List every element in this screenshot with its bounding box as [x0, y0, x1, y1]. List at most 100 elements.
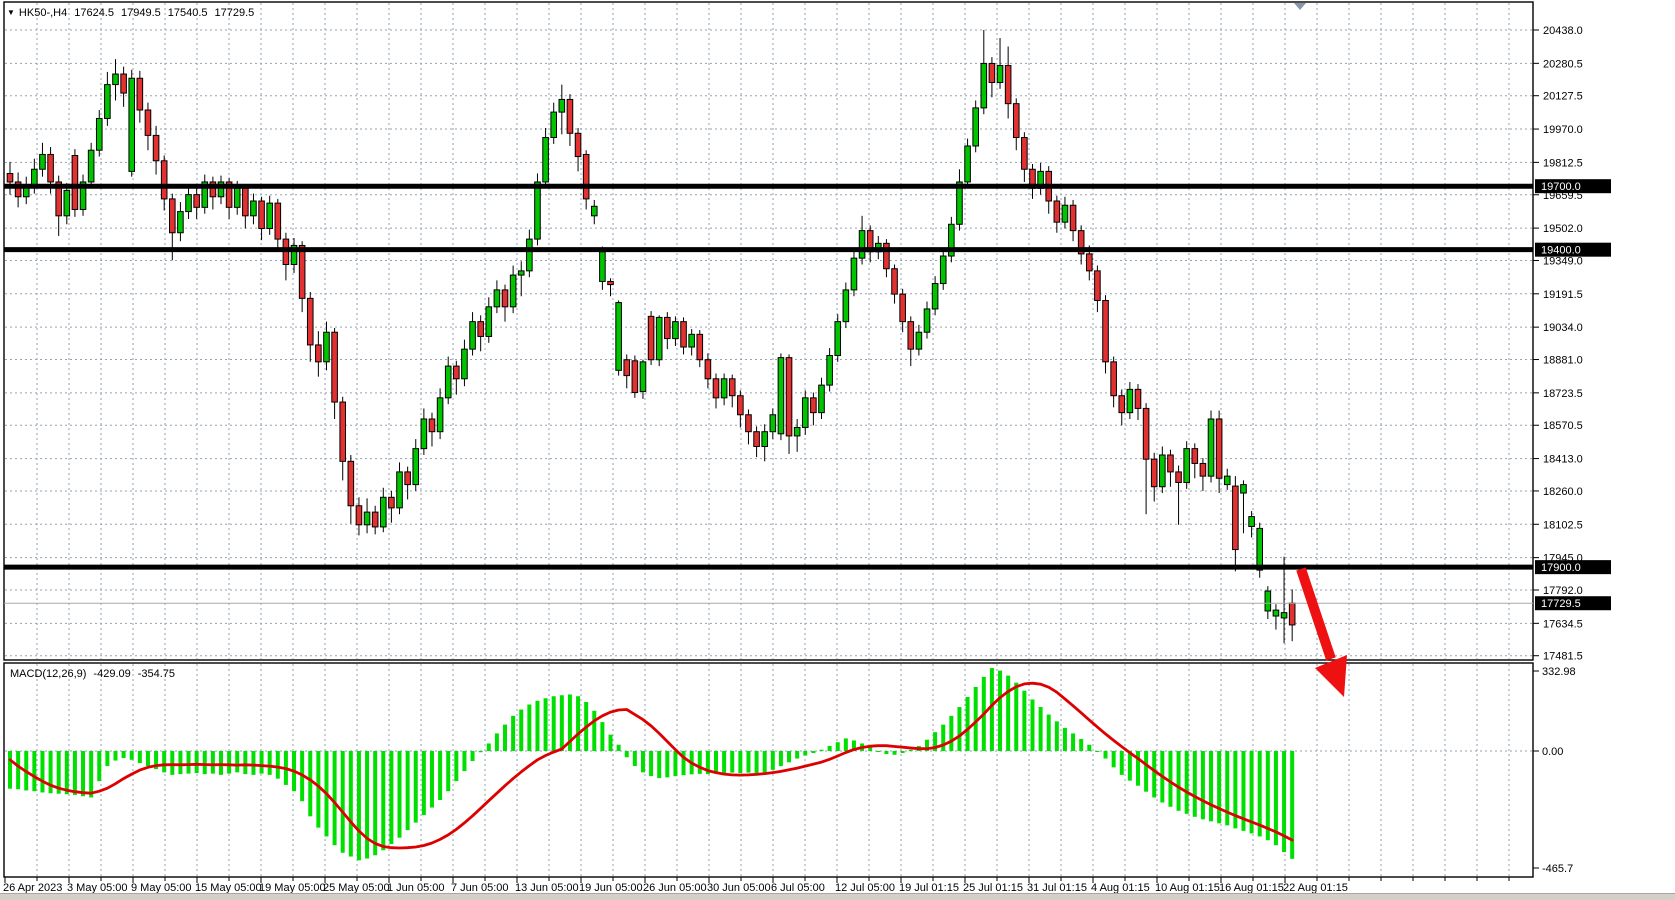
- candle-bull: [769, 414, 777, 433]
- macd-histogram-bar: [738, 751, 743, 774]
- macd-histogram-bar: [218, 751, 223, 775]
- candle-bull: [420, 418, 428, 450]
- candle-bear: [753, 431, 760, 448]
- candle-bull: [233, 187, 241, 208]
- macd-histogram-bar: [559, 695, 564, 751]
- macd-histogram-bar: [48, 751, 53, 794]
- price-level-badge: [1535, 596, 1611, 611]
- candle-bull: [550, 111, 558, 139]
- macd-histogram-bar: [884, 751, 889, 755]
- macd-histogram-bar: [957, 707, 962, 751]
- macd-histogram-bar: [470, 751, 475, 762]
- candle-bull: [558, 98, 566, 113]
- candle-bear: [1085, 253, 1093, 272]
- candle-bear: [47, 153, 54, 183]
- price-level-badge-text: 17900.0: [1541, 562, 1581, 574]
- price-level-badge: [1535, 242, 1611, 257]
- candle-bear: [680, 321, 687, 348]
- macd-histogram-bar: [251, 751, 256, 775]
- macd-histogram-bar: [1087, 744, 1092, 751]
- chart-title: ▼ HK50-,H4 17624.5 17949.5 17540.5 17729.5: [7, 6, 254, 20]
- macd-histogram-bar: [924, 739, 929, 751]
- macd-panel[interactable]: [3, 662, 1534, 878]
- macd-main-value: -429.09: [93, 668, 131, 680]
- time-axis[interactable]: 26 Apr 2023 3 May 05:00 9 May 05:00 15 May …: [3, 877, 1510, 894]
- candle-bear: [810, 397, 817, 414]
- price-level-badge-text: 17729.5: [1541, 598, 1581, 610]
- candle-bull: [250, 200, 257, 217]
- macd-histogram-bar: [210, 751, 215, 774]
- candle-bull: [177, 211, 184, 234]
- candle-bear: [1110, 361, 1117, 397]
- date-tick-label: 1 Jun 05:00: [387, 882, 445, 894]
- candle-bear: [988, 62, 996, 83]
- price-axis[interactable]: 20438.020280.520127.519970.019812.519659…: [1533, 25, 1611, 875]
- macd-histogram-bar: [1119, 751, 1124, 775]
- candle-bear: [1191, 448, 1199, 464]
- macd-histogram-bar: [941, 724, 946, 751]
- candle-bear: [1215, 418, 1223, 479]
- candle-bull: [939, 255, 947, 285]
- candle-bear: [664, 316, 671, 340]
- candle-bull: [842, 289, 850, 323]
- candle-bear: [331, 331, 338, 403]
- macd-histogram-bar: [259, 751, 264, 774]
- macd-histogram-bar: [876, 751, 881, 752]
- price-tick-label: 19034.0: [1543, 322, 1583, 334]
- candle-bull: [980, 62, 988, 109]
- scroll-position-marker-icon[interactable]: [1294, 3, 1306, 10]
- macd-histogram-bar: [576, 696, 581, 751]
- date-tick-label: 25 May 05:00: [323, 882, 390, 894]
- candle-bull: [461, 348, 468, 380]
- price-tick-label: 18413.0: [1543, 454, 1583, 466]
- price-panel[interactable]: [3, 1, 1534, 661]
- price-tick-label: 20438.0: [1543, 25, 1583, 37]
- candle-bull: [542, 137, 549, 183]
- candle-bull: [639, 361, 647, 392]
- macd-histogram-bar: [129, 751, 134, 760]
- candle-bear: [388, 496, 395, 509]
- macd-histogram-bar: [308, 751, 313, 817]
- macd-histogram-bar: [705, 751, 710, 775]
- candle-bull: [79, 181, 87, 210]
- macd-histogram-bar: [511, 715, 516, 751]
- macd-histogram-bar: [762, 751, 767, 773]
- macd-histogram-bar: [632, 751, 637, 767]
- date-tick-label: 13 Jun 05:00: [515, 882, 579, 894]
- candle-bear: [574, 132, 582, 158]
- macd-histogram-bar: [478, 751, 483, 753]
- macd-histogram-bar: [592, 710, 597, 751]
- candle-bull: [1264, 590, 1272, 612]
- macd-histogram-bar: [1144, 751, 1149, 792]
- candle-bull: [931, 283, 939, 310]
- macd-histogram-bar: [275, 751, 280, 779]
- macd-histogram-bar: [1152, 751, 1157, 798]
- date-tick-label: 16 Aug 01:15: [1219, 882, 1284, 894]
- macd-histogram-bar: [1095, 751, 1100, 752]
- macd-histogram-bar: [1282, 751, 1287, 853]
- macd-histogram-bar: [421, 751, 426, 816]
- down-arrow-annotation[interactable]: [1296, 567, 1347, 697]
- candle-bull: [290, 244, 298, 265]
- macd-histogram-bar: [194, 751, 199, 774]
- macd-histogram-bar: [803, 751, 808, 756]
- candle-bull: [379, 496, 387, 528]
- price-tick-label: 20280.5: [1543, 58, 1583, 70]
- macd-histogram-bar: [1127, 751, 1132, 781]
- candle-bull: [534, 181, 541, 240]
- candle-bull: [112, 73, 119, 86]
- price-tick-label: 19191.5: [1543, 289, 1583, 301]
- macd-histogram-bar: [8, 751, 12, 789]
- candle-bull: [672, 321, 679, 340]
- candle-bull: [485, 306, 493, 337]
- macd-histogram-bar: [186, 751, 191, 774]
- macd-histogram-bar: [365, 751, 370, 859]
- candle-bear: [347, 460, 355, 507]
- candle-bear: [225, 181, 233, 208]
- arrowhead-icon: [1315, 655, 1347, 697]
- macd-histogram-bar: [397, 751, 402, 838]
- symbol-dropdown-icon[interactable]: ▼: [7, 8, 15, 17]
- macd-histogram-bar: [1192, 751, 1197, 817]
- macd-histogram-bar: [121, 751, 126, 759]
